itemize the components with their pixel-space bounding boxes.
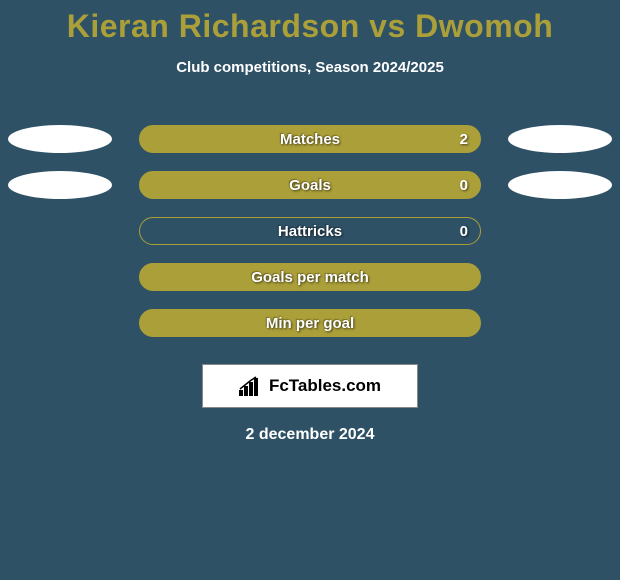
stat-bar: Goals 0 — [139, 171, 481, 199]
page-title: Kieran Richardson vs Dwomoh — [0, 0, 620, 45]
right-marker — [508, 125, 612, 153]
stat-label: Goals per match — [140, 269, 480, 286]
subtitle: Club competitions, Season 2024/2025 — [0, 59, 620, 76]
stat-label: Matches — [140, 131, 480, 148]
bars-icon — [239, 376, 263, 396]
left-marker — [8, 125, 112, 153]
logo-text: FcTables.com — [269, 376, 381, 396]
stat-row-goals-per-match: Goals per match — [0, 254, 620, 300]
stat-row-min-per-goal: Min per goal — [0, 300, 620, 346]
stat-bar: Min per goal — [139, 309, 481, 337]
stat-rows: Matches 2 Goals 0 Hattricks 0 Goals per … — [0, 116, 620, 346]
stats-comparison-card: Kieran Richardson vs Dwomoh Club competi… — [0, 0, 620, 580]
left-marker — [8, 171, 112, 199]
date-label: 2 december 2024 — [0, 426, 620, 444]
stat-row-matches: Matches 2 — [0, 116, 620, 162]
stat-row-hattricks: Hattricks 0 — [0, 208, 620, 254]
stat-value: 0 — [460, 177, 468, 194]
stat-label: Goals — [140, 177, 480, 194]
source-logo[interactable]: FcTables.com — [202, 364, 418, 408]
stat-value: 0 — [460, 223, 468, 240]
stat-label: Hattricks — [140, 223, 480, 240]
stat-bar: Matches 2 — [139, 125, 481, 153]
stat-label: Min per goal — [140, 315, 480, 332]
right-marker — [508, 171, 612, 199]
stat-bar: Hattricks 0 — [139, 217, 481, 245]
stat-bar: Goals per match — [139, 263, 481, 291]
stat-value: 2 — [460, 131, 468, 148]
stat-row-goals: Goals 0 — [0, 162, 620, 208]
